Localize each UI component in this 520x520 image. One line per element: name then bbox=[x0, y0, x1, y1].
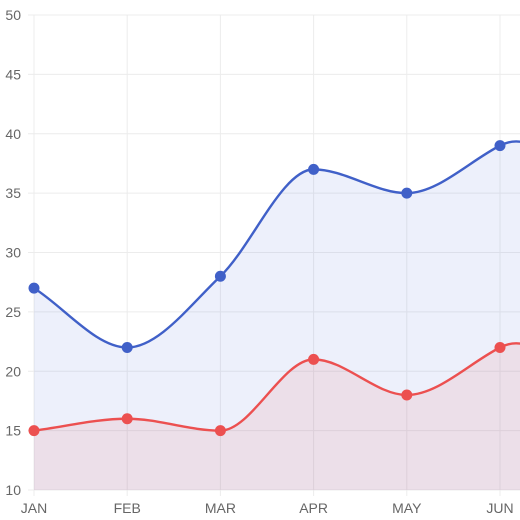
y-tick-label: 45 bbox=[5, 66, 21, 82]
x-tick-label: MAR bbox=[205, 500, 236, 516]
series-0-point[interactable] bbox=[494, 140, 506, 152]
series-areas bbox=[34, 141, 520, 490]
y-axis-ticks: 10 15 20 25 30 35 40 45 50 bbox=[5, 7, 21, 498]
series-1-area bbox=[34, 343, 520, 490]
series-1-point[interactable] bbox=[401, 389, 413, 401]
x-axis-ticks: JAN FEB MAR APR MAY JUN bbox=[21, 500, 514, 516]
x-tick-label: APR bbox=[299, 500, 328, 516]
y-tick-label: 25 bbox=[5, 304, 21, 320]
x-tick-label: FEB bbox=[114, 500, 141, 516]
series-points bbox=[28, 140, 506, 437]
y-tick-label: 20 bbox=[5, 363, 21, 379]
series-0-point[interactable] bbox=[214, 270, 226, 282]
series-1-point[interactable] bbox=[308, 353, 320, 365]
series-0-point[interactable] bbox=[308, 163, 320, 175]
y-tick-label: 10 bbox=[5, 482, 21, 498]
series-1-point[interactable] bbox=[28, 425, 40, 437]
series-0-point[interactable] bbox=[28, 282, 40, 294]
series-1-point[interactable] bbox=[214, 425, 226, 437]
y-tick-label: 40 bbox=[5, 126, 21, 142]
grid bbox=[28, 14, 520, 496]
series-0-point[interactable] bbox=[121, 342, 133, 353]
x-tick-label: MAY bbox=[392, 500, 422, 516]
y-tick-label: 30 bbox=[5, 245, 21, 261]
y-tick-label: 15 bbox=[5, 423, 21, 439]
series-0-point[interactable] bbox=[401, 187, 413, 199]
y-tick-label: 35 bbox=[5, 185, 21, 201]
x-tick-label: JAN bbox=[21, 500, 47, 516]
x-tick-label: JUN bbox=[486, 500, 513, 516]
y-tick-label: 50 bbox=[5, 7, 21, 23]
series-0-area bbox=[34, 141, 520, 490]
series-1-point[interactable] bbox=[494, 342, 506, 353]
series-1-point[interactable] bbox=[121, 413, 133, 425]
